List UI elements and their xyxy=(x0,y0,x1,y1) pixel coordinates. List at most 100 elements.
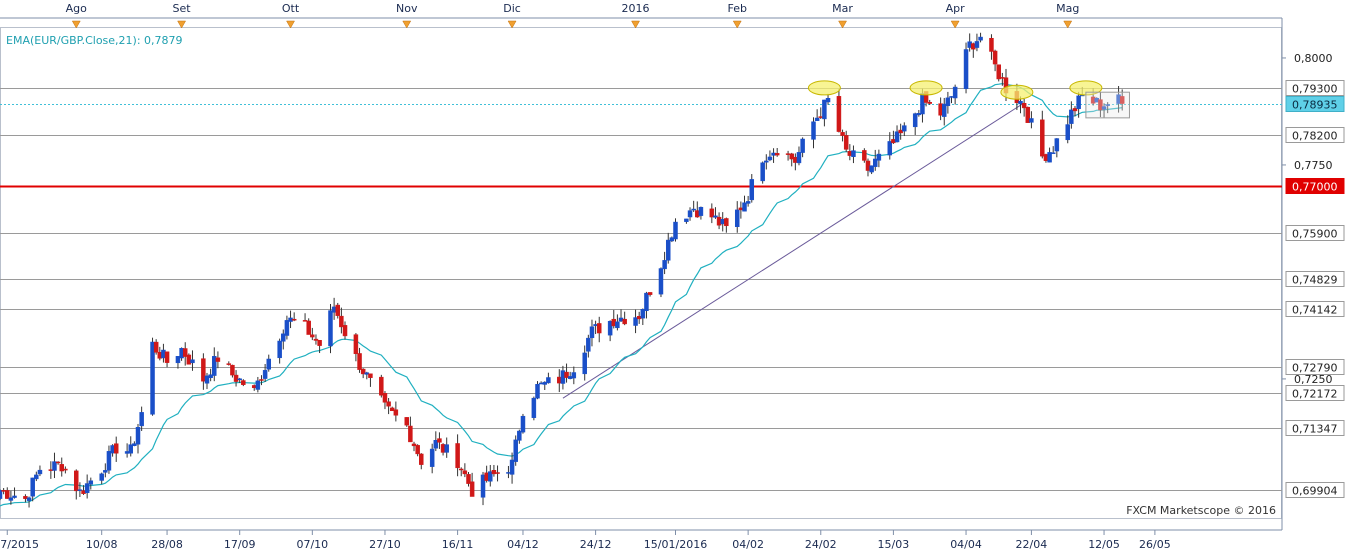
candle-body[interactable] xyxy=(749,179,755,201)
candle-body[interactable] xyxy=(665,239,671,261)
candle-body[interactable] xyxy=(1047,152,1052,163)
candle-body[interactable] xyxy=(658,268,664,295)
candle-body[interactable] xyxy=(480,474,486,498)
candle-body[interactable] xyxy=(34,474,39,480)
candle-body[interactable] xyxy=(77,489,83,491)
candle-body[interactable] xyxy=(945,97,951,107)
candle-body[interactable] xyxy=(814,117,820,121)
candle-body[interactable] xyxy=(978,36,983,41)
candle-body[interactable] xyxy=(382,393,388,403)
month-marker[interactable] xyxy=(71,20,81,29)
candle-body[interactable] xyxy=(709,208,715,218)
candle-body[interactable] xyxy=(789,153,794,160)
candle-body[interactable] xyxy=(1029,118,1034,123)
candle-body[interactable] xyxy=(767,156,773,161)
candle-body[interactable] xyxy=(419,453,424,465)
candle-body[interactable] xyxy=(306,320,311,335)
candle-body[interactable] xyxy=(437,438,442,443)
candle-body[interactable] xyxy=(887,141,893,156)
candle-body[interactable] xyxy=(647,292,653,295)
candle-body[interactable] xyxy=(237,378,242,381)
candle-body[interactable] xyxy=(607,320,613,336)
ema-line[interactable] xyxy=(0,82,1123,507)
month-marker[interactable] xyxy=(1063,20,1073,29)
candle-body[interactable] xyxy=(99,473,104,481)
candle-body[interactable] xyxy=(698,206,704,216)
candle-body[interactable] xyxy=(898,129,903,134)
candle-body[interactable] xyxy=(644,292,649,312)
candle-body[interactable] xyxy=(869,165,874,173)
candle-body[interactable] xyxy=(796,152,802,164)
candle-body[interactable] xyxy=(673,221,678,240)
candle-body[interactable] xyxy=(8,497,14,501)
candle-body[interactable] xyxy=(135,426,141,445)
candle-body[interactable] xyxy=(876,153,882,161)
candle-body[interactable] xyxy=(996,64,1001,80)
candle-body[interactable] xyxy=(393,409,399,416)
candle-body[interactable] xyxy=(596,323,602,334)
candle-body[interactable] xyxy=(1050,152,1056,154)
candle-body[interactable] xyxy=(266,358,271,370)
candle-body[interactable] xyxy=(517,430,522,441)
candle-body[interactable] xyxy=(429,448,435,467)
candle-body[interactable] xyxy=(691,208,696,211)
candle-body[interactable] xyxy=(520,415,526,433)
candle-body[interactable] xyxy=(1021,103,1027,109)
candle-body[interactable] xyxy=(139,412,144,427)
candle-body[interactable] xyxy=(836,96,842,132)
candle-body[interactable] xyxy=(974,41,980,48)
candle-body[interactable] xyxy=(825,98,831,103)
candle-body[interactable] xyxy=(408,425,413,443)
candle-body[interactable] xyxy=(851,150,856,157)
candle-body[interactable] xyxy=(360,368,366,375)
range-box[interactable] xyxy=(1085,91,1130,119)
candle-body[interactable] xyxy=(368,373,373,378)
candle-body[interactable] xyxy=(684,218,689,222)
candle-body[interactable] xyxy=(389,407,395,412)
candle-body[interactable] xyxy=(513,439,518,462)
month-marker[interactable] xyxy=(507,20,517,29)
candle-body[interactable] xyxy=(128,444,133,454)
candle-body[interactable] xyxy=(1054,138,1060,152)
candle-body[interactable] xyxy=(277,340,282,359)
candle-body[interactable] xyxy=(342,325,348,337)
candle-body[interactable] xyxy=(233,374,239,382)
candle-body[interactable] xyxy=(379,376,384,396)
candle-body[interactable] xyxy=(310,334,315,338)
candle-body[interactable] xyxy=(175,356,181,364)
candle-body[interactable] xyxy=(0,490,3,499)
candle-body[interactable] xyxy=(862,150,867,161)
candle-body[interactable] xyxy=(284,320,290,336)
candle-body[interactable] xyxy=(262,370,268,379)
candle-body[interactable] xyxy=(1076,95,1081,110)
candle-body[interactable] xyxy=(291,318,297,321)
candle-body[interactable] xyxy=(491,470,497,475)
candle-body[interactable] xyxy=(1072,108,1078,112)
candle-body[interactable] xyxy=(800,138,805,153)
candle-body[interactable] xyxy=(1105,104,1110,106)
candle-body[interactable] xyxy=(212,356,217,376)
month-marker[interactable] xyxy=(177,20,187,29)
candle-body[interactable] xyxy=(386,401,391,407)
candle-body[interactable] xyxy=(59,464,64,472)
month-marker[interactable] xyxy=(950,20,960,29)
candle-body[interactable] xyxy=(328,310,333,347)
candle-body[interactable] xyxy=(1025,106,1031,123)
candle-body[interactable] xyxy=(458,468,464,471)
candle-body[interactable] xyxy=(230,364,235,376)
candle-body[interactable] xyxy=(571,372,577,379)
candle-body[interactable] xyxy=(357,353,362,370)
candle-body[interactable] xyxy=(103,470,108,473)
candle-body[interactable] xyxy=(927,102,932,104)
candle-body[interactable] xyxy=(415,445,420,455)
candle-body[interactable] xyxy=(764,160,769,163)
candle-body[interactable] xyxy=(615,321,620,329)
candle-body[interactable] xyxy=(201,358,206,382)
candle-body[interactable] xyxy=(215,357,221,362)
candle-body[interactable] xyxy=(622,318,627,325)
candle-body[interactable] xyxy=(582,352,587,375)
candle-body[interactable] xyxy=(259,379,264,381)
candle-body[interactable] xyxy=(941,103,947,117)
month-marker[interactable] xyxy=(838,20,847,29)
candle-body[interactable] xyxy=(241,380,246,385)
